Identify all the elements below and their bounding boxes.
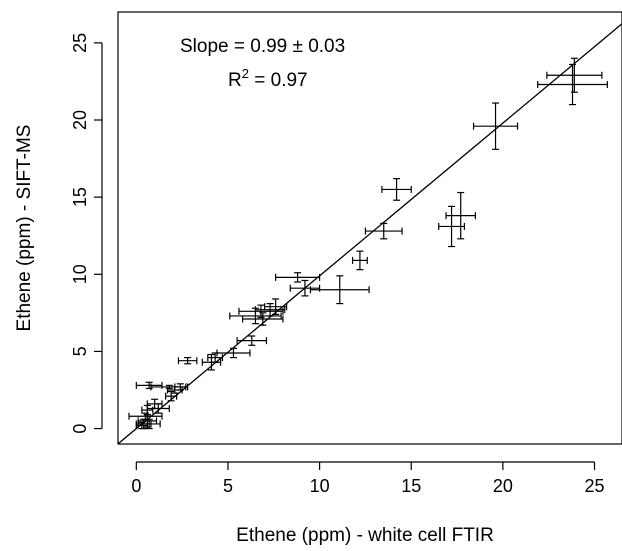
data-points-group	[128, 57, 608, 430]
data-point	[364, 222, 403, 240]
y-tick-label: 15	[70, 187, 90, 207]
data-point	[135, 421, 148, 430]
data-point	[165, 390, 178, 402]
data-point	[546, 57, 603, 93]
data-point	[150, 383, 189, 391]
data-point	[309, 275, 370, 305]
x-tick-label: 0	[131, 476, 141, 496]
data-point	[242, 312, 284, 326]
data-point	[289, 279, 321, 297]
y-tick-label: 25	[70, 33, 90, 53]
data-point	[472, 102, 519, 150]
data-point	[166, 386, 183, 394]
y-axis-title: Ethene (ppm) - SIFT-MS	[14, 125, 35, 332]
data-point	[135, 381, 163, 390]
x-tick-label: 5	[223, 476, 233, 496]
x-tick-label: 20	[493, 476, 513, 496]
data-point	[177, 357, 198, 365]
y-axis: 0 5 10 15 20 25	[70, 33, 103, 434]
x-tick-label: 25	[584, 476, 604, 496]
x-axis-title: Ethene (ppm) - white cell FTIR	[236, 525, 494, 546]
r-squared-prefix: R	[228, 70, 242, 91]
plot-frame	[117, 11, 622, 445]
data-point	[236, 335, 268, 346]
r-squared-value: = 0.97	[249, 70, 308, 91]
y-tick-label: 10	[70, 264, 90, 284]
y-tick-label: 5	[70, 346, 90, 356]
x-tick-label: 15	[401, 476, 421, 496]
data-point	[201, 353, 222, 371]
fit-line-group	[117, 23, 622, 445]
r-squared-annotation: R2 = 0.97	[228, 66, 308, 91]
data-point	[381, 178, 412, 201]
x-tick-label: 10	[310, 476, 330, 496]
slope-annotation: Slope = 0.99 ± 0.03	[180, 36, 345, 57]
fit-line	[117, 23, 622, 445]
data-point	[229, 307, 282, 325]
data-point	[445, 191, 476, 240]
data-point	[438, 205, 465, 248]
r-squared-superscript: 2	[242, 66, 249, 81]
data-point	[351, 250, 368, 271]
y-tick-label: 20	[70, 110, 90, 130]
y-tick-label: 0	[70, 424, 90, 434]
data-point	[537, 63, 608, 106]
data-point	[275, 272, 321, 283]
x-axis: 0 5 10 15 20 25	[131, 461, 605, 496]
